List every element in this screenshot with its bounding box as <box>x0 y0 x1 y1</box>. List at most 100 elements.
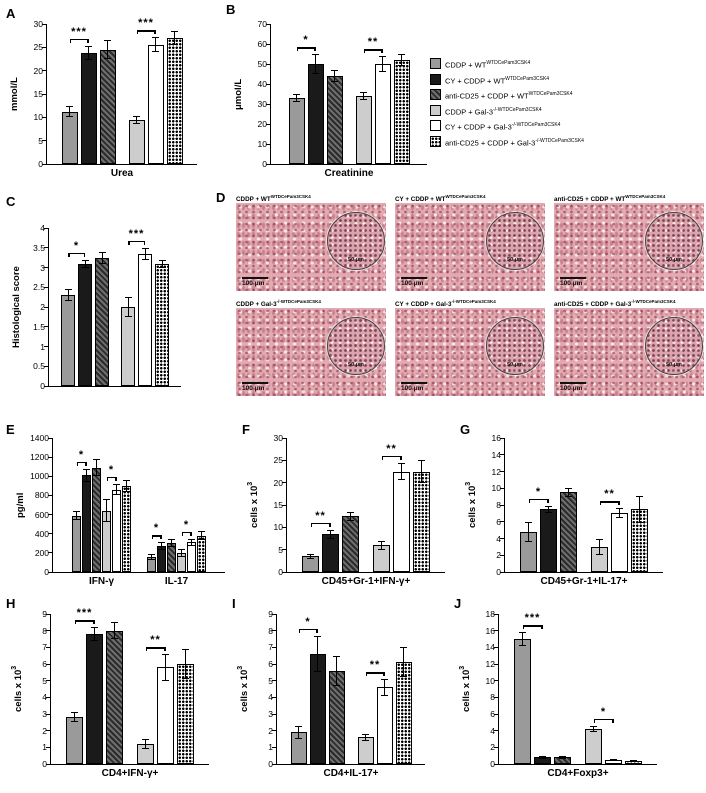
error-bar <box>88 45 89 60</box>
y-tick-mark <box>500 521 505 523</box>
x-axis-label: CD4+Foxp3+ <box>547 768 609 779</box>
chart-plot: 0 2 4 6 8 10 12 14 16 CD45+Gr-1+IL-17+ * ** <box>492 433 663 587</box>
legend-swatch <box>430 58 441 69</box>
error-bar-cap <box>307 554 314 556</box>
error-bar-cap <box>162 679 169 681</box>
error-bar-cap <box>81 266 89 268</box>
panel-label: C <box>6 194 16 209</box>
error-bar-cap <box>314 635 321 637</box>
y-tick-label: 14 <box>485 642 495 653</box>
histology-image: 50 μm 100 μm <box>554 203 704 291</box>
bar <box>95 257 109 386</box>
significance-bracket-end <box>593 718 595 723</box>
y-tick-label: 25 <box>273 455 283 466</box>
error-bar-cap <box>418 460 425 462</box>
error-bar <box>298 725 299 739</box>
error-bar-cap <box>596 554 603 556</box>
chart-plot: 0 5 10 15 20 25 30 CD45+Gr-1+IFN-γ+ ** ** <box>274 433 445 587</box>
y-tick-mark <box>42 23 47 25</box>
y-tick-mark <box>494 613 499 615</box>
x-axis-label: Creatinine <box>324 168 374 179</box>
error-bar <box>84 259 86 268</box>
y-tick-mark <box>272 646 277 648</box>
error-bar-cap <box>331 81 338 82</box>
bar <box>99 49 116 164</box>
error-bar-cap <box>565 488 572 490</box>
error-bar-cap <box>398 462 405 464</box>
error-bar-cap <box>133 116 140 118</box>
panel-label: F <box>242 422 250 437</box>
error-bar-cap <box>636 495 643 497</box>
error-bar <box>381 540 382 550</box>
scale-bar: 100 μm <box>560 277 586 287</box>
bar <box>128 120 145 164</box>
y-tick-mark <box>44 227 49 229</box>
error-bar <box>528 521 529 542</box>
significance-bracket-end <box>160 535 162 540</box>
error-bar <box>382 56 383 72</box>
y-tick-mark <box>46 663 51 665</box>
panel-e-cytokines-chart: E 0 200 400 600 800 1000 1200 1400 IFN-γ IL-17 * * * *… <box>4 422 230 594</box>
error-bar-cap <box>198 530 205 532</box>
y-tick-label: 0 <box>490 759 495 769</box>
error-bar-cap <box>295 725 302 727</box>
legend-label: CDDP + WTWTDCePam3CSK4 <box>445 60 531 70</box>
bar <box>78 263 92 386</box>
histology-image-cell: anti-CD25 + CDDP + Gal-3-/-WTDCePam3CSK4… <box>554 299 704 396</box>
y-axis-label: pg/ml <box>15 492 26 518</box>
y-tick-mark <box>48 533 53 535</box>
significance-stars: ** <box>367 36 379 48</box>
error-bar-cap <box>295 738 302 739</box>
bar <box>121 307 135 386</box>
chart-plot: 0 0.5 1 1.5 2 2.5 3 3.5 4 * *** <box>33 223 181 391</box>
panel-label: J <box>454 596 462 611</box>
y-tick-mark <box>42 163 47 165</box>
y-tick-mark <box>282 549 287 551</box>
x-axis-label: CD4+IFN-γ+ <box>101 768 159 779</box>
magnified-inset: 50 μm <box>327 212 385 270</box>
error-bar <box>593 725 594 733</box>
y-tick-label: 70 <box>257 19 267 29</box>
error-bar-cap <box>158 542 165 544</box>
error-bar-cap <box>381 679 388 680</box>
y-tick-label: 1 <box>42 742 47 753</box>
legend-item: anti-CD25 + CDDP + Gal-3-/-WTDCePam3CSK4 <box>430 135 584 149</box>
histology-caption: anti-CD25 + CDDP + WTWTDCePam3CSK4 <box>554 194 666 204</box>
significance-stars: ** <box>369 659 381 671</box>
histology-image: 50 μm 100 μm <box>395 308 545 396</box>
y-tick-mark <box>500 538 505 539</box>
chart-plot: 0 200 400 600 800 1000 1200 1400 IFN-γ IL-17 * * * * <box>30 433 225 587</box>
error-bar-cap <box>307 557 314 559</box>
scale-bar: 100 μm <box>401 382 427 392</box>
inset-scale-text: 50 μm <box>348 362 364 368</box>
error-bar-cap <box>158 266 166 268</box>
y-tick-label: 3 <box>268 709 273 719</box>
y-tick-label: 10 <box>33 112 43 123</box>
y-tick-label: 10 <box>491 483 501 494</box>
error-bar <box>161 259 163 268</box>
bar <box>393 471 410 572</box>
error-bar-cap <box>91 639 98 641</box>
error-bar <box>363 92 364 100</box>
y-tick-label: 0 <box>268 759 273 769</box>
y-tick-label: 8 <box>42 625 47 636</box>
bar <box>138 253 152 386</box>
scale-bar-line <box>242 277 268 279</box>
bar <box>122 485 131 572</box>
legend-label: anti-CD25 + CDDP + Gal-3-/-WTDCePam3CSK4 <box>445 137 584 148</box>
error-bar-cap <box>616 517 623 519</box>
error-bar <box>107 40 108 59</box>
y-tick-label: 7 <box>42 642 47 653</box>
error-bar <box>101 251 103 264</box>
y-tick-label: 6 <box>490 709 495 719</box>
significance-stars: *** <box>128 227 145 240</box>
error-bar <box>127 297 129 317</box>
error-bar-cap <box>152 51 159 52</box>
histology-image: 50 μm 100 μm <box>236 203 386 291</box>
y-tick-mark <box>494 696 499 698</box>
error-bar-cap <box>565 495 572 497</box>
error-bar-cap <box>178 549 185 551</box>
error-bar-cap <box>73 519 80 521</box>
y-tick-mark <box>494 730 499 732</box>
panel-label: B <box>226 2 236 17</box>
